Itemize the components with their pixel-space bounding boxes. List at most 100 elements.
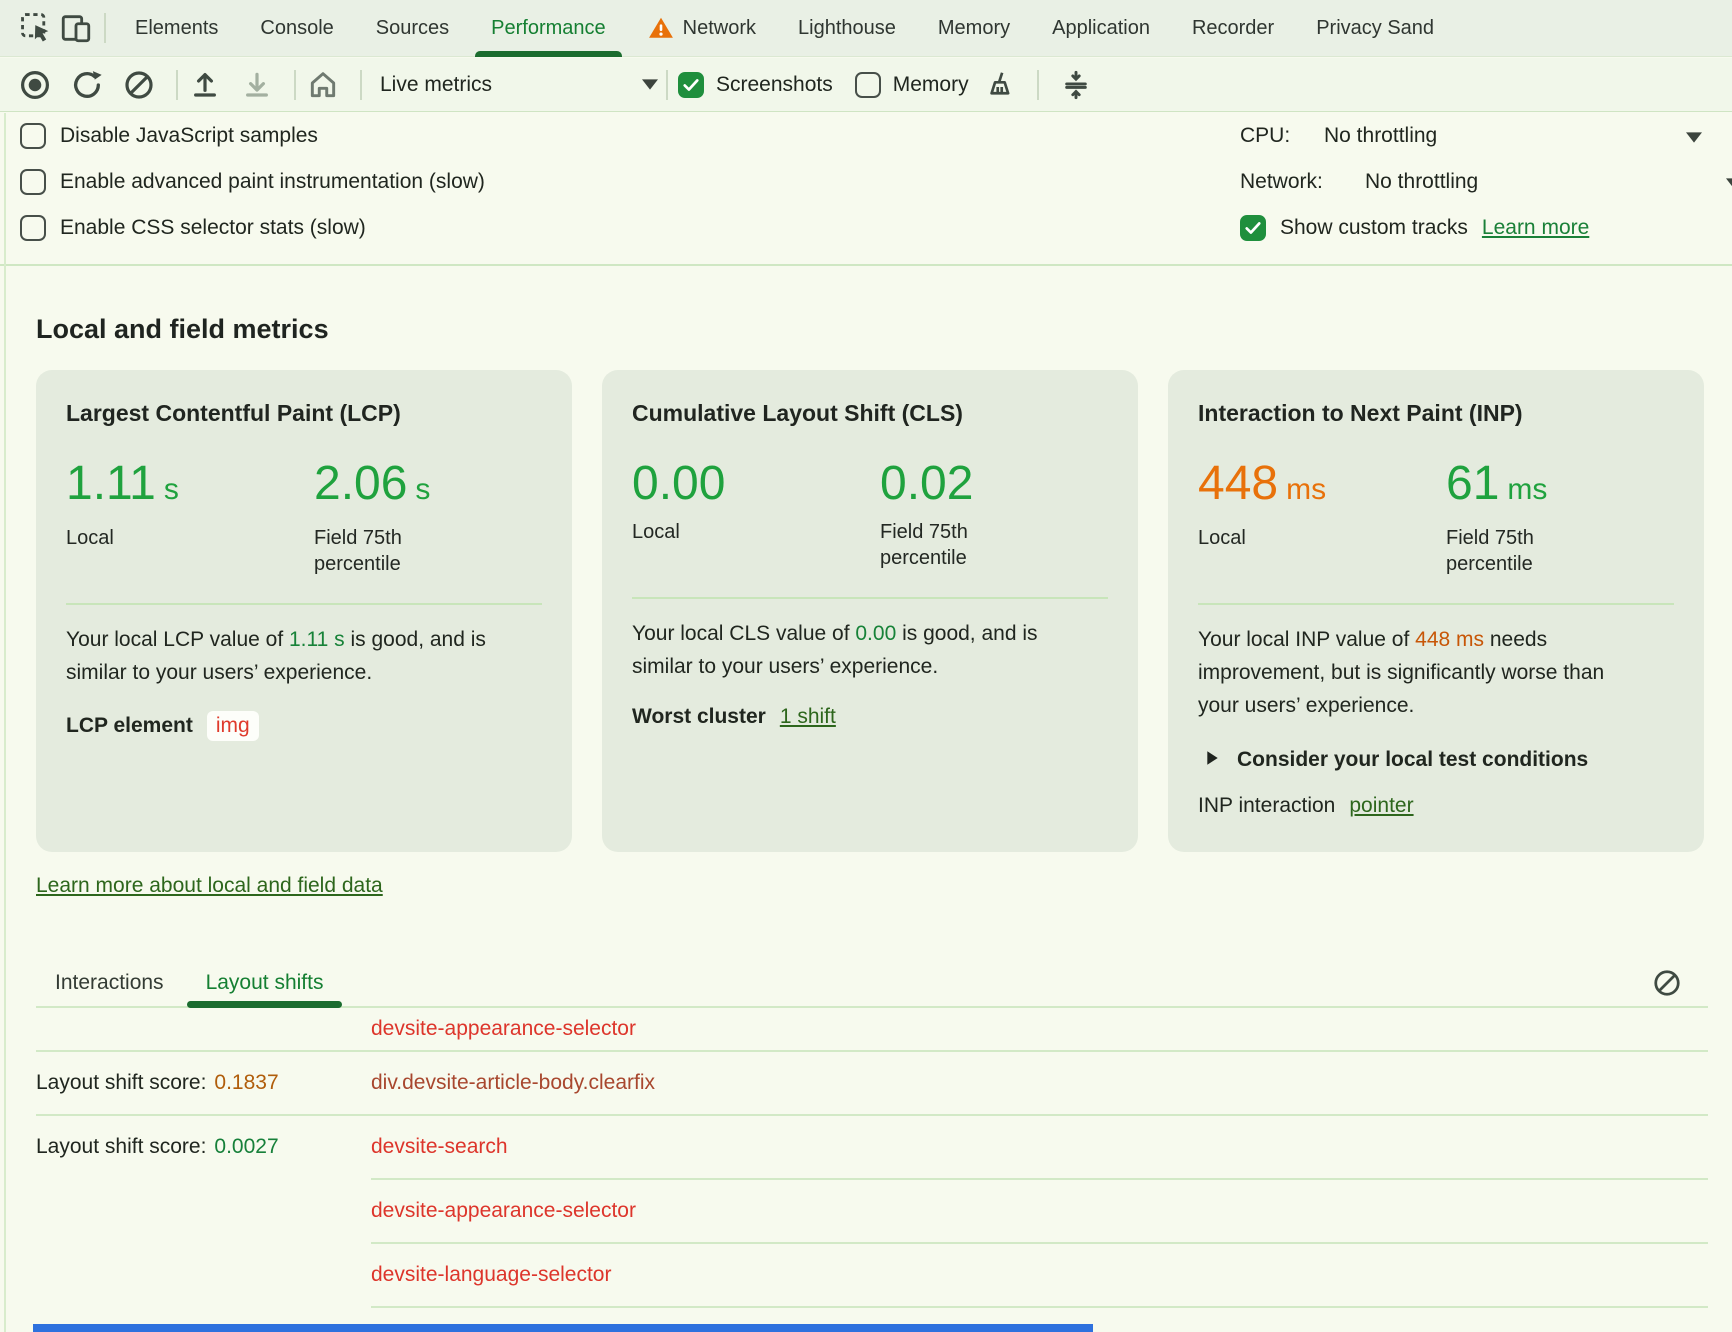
cls-card-title: Cumulative Layout Shift (CLS)	[632, 400, 963, 426]
capture-settings-left: Disable JavaScript samples Enable advanc…	[20, 113, 485, 251]
layout-shift-row[interactable]: devsite-appearance-selector	[36, 1008, 1708, 1050]
unit: ms	[1507, 473, 1548, 506]
memory-checkbox[interactable]	[854, 71, 881, 98]
css-selector-stats-checkbox[interactable]	[20, 215, 46, 241]
shifted-element-link[interactable]: devsite-search	[371, 1135, 508, 1158]
layout-shift-row[interactable]: Layout shift score: 0.1837 div.devsite-ar…	[36, 1052, 1708, 1114]
reload-record-icon[interactable]	[70, 68, 104, 102]
tab-console[interactable]: Console	[239, 0, 354, 57]
value: 0.02	[880, 457, 974, 510]
device-toolbar-icon[interactable]	[56, 8, 96, 48]
collect-garbage-icon[interactable]	[983, 68, 1017, 102]
local-test-conditions-expander[interactable]: Consider your local test conditions	[1198, 748, 1674, 772]
inp-field-column: 61 ms Field 75th percentile	[1446, 457, 1666, 577]
inp-local-column: 448 ms Local	[1198, 457, 1446, 577]
tab-layout-shifts[interactable]: Layout shifts	[186, 960, 343, 1008]
inp-card-title: Interaction to Next Paint (INP)	[1198, 400, 1523, 426]
network-throttling-select[interactable]: No throttling	[1365, 170, 1479, 193]
tab-recorder[interactable]: Recorder	[1171, 0, 1295, 57]
row-divider	[371, 1242, 1708, 1244]
lcp-local-value: 1.11 s	[66, 457, 314, 517]
shifted-element-link[interactable]: div.devsite-article-body.clearfix	[371, 1071, 655, 1094]
cls-local-column: 0.00 Local	[632, 457, 880, 571]
cls-local-label: Local	[632, 521, 680, 543]
cls-description: Your local CLS value of 0.00 is good, an…	[632, 617, 1094, 683]
collapse-panel-icon[interactable]	[1059, 68, 1093, 102]
text: needs improvement, but is significantly …	[1198, 628, 1605, 717]
tab-memory[interactable]: Memory	[917, 0, 1031, 57]
divider	[294, 69, 296, 100]
cls-card: Cumulative Layout Shift (CLS) 0.00 Local…	[602, 370, 1138, 852]
inspect-element-icon[interactable]	[16, 8, 56, 48]
tab-network[interactable]: Network	[627, 0, 777, 57]
tab-privacy-sandbox[interactable]: Privacy Sand	[1295, 0, 1455, 57]
tab-label: Layout shifts	[205, 971, 324, 994]
layout-shift-row[interactable]: devsite-appearance-selector	[36, 1180, 1708, 1242]
layout-shift-row[interactable]: devsite-language-selector	[36, 1244, 1708, 1306]
local-field-learn-more-link[interactable]: Learn more about local and field data	[36, 874, 383, 897]
score-label: Layout shift score:	[36, 1071, 207, 1094]
row-divider	[36, 1050, 1708, 1052]
clear-log-icon[interactable]	[1652, 968, 1682, 998]
disable-js-samples-checkbox[interactable]	[20, 123, 46, 149]
tab-performance[interactable]: Performance	[470, 0, 627, 57]
unit: s	[163, 473, 179, 506]
clear-icon[interactable]	[122, 68, 156, 102]
tab-elements[interactable]: Elements	[114, 0, 239, 57]
tab-label: Network	[682, 16, 756, 39]
shifted-element-link[interactable]: devsite-appearance-selector	[371, 1199, 636, 1222]
network-throttling-row: Network: No throttling	[1240, 159, 1732, 205]
cls-inline-value: 0.00	[855, 622, 897, 645]
score-value: 0.0027	[214, 1135, 279, 1158]
import-profile-icon[interactable]	[188, 68, 222, 102]
worst-cluster-link[interactable]: 1 shift	[779, 705, 836, 728]
shifted-element-link[interactable]: devsite-appearance-selector	[371, 1017, 636, 1040]
divider	[666, 69, 668, 100]
home-icon[interactable]	[306, 68, 340, 102]
performance-toolbar: Live metrics Screenshots Memory	[0, 58, 1732, 112]
layout-shift-row[interactable]: Layout shift score: 0.0027 devsite-search	[36, 1116, 1708, 1178]
screenshots-checkbox-row[interactable]: Screenshots	[678, 71, 833, 98]
shifted-element-link[interactable]: devsite-language-selector	[371, 1263, 612, 1286]
history-select-value: Live metrics	[380, 72, 493, 96]
row-divider	[371, 1306, 1708, 1308]
advanced-paint-checkbox[interactable]	[20, 169, 46, 195]
lcp-element-chip[interactable]: img	[206, 711, 259, 741]
devtools-tabbar: Elements Console Sources Performance Net…	[0, 0, 1732, 57]
inp-interaction-link[interactable]: pointer	[1349, 794, 1414, 817]
custom-tracks-checkbox[interactable]	[1240, 215, 1266, 241]
memory-checkbox-row[interactable]: Memory	[854, 71, 969, 98]
lcp-local-label: Local	[66, 527, 114, 549]
save-profile-icon	[240, 68, 274, 102]
screenshots-checkbox[interactable]	[678, 71, 704, 98]
value: 2.06	[314, 457, 408, 510]
cls-field-column: 0.02 Field 75th percentile	[880, 457, 1100, 571]
custom-tracks-row: Show custom tracks Learn more	[1240, 205, 1732, 251]
inp-card: Interaction to Next Paint (INP) 448 ms Lo…	[1168, 370, 1704, 852]
tab-application[interactable]: Application	[1031, 0, 1171, 57]
text: is good, and is similar to your users’ e…	[66, 628, 486, 684]
text: Your local CLS value of	[632, 622, 856, 645]
tab-interactions[interactable]: Interactions	[36, 960, 183, 1006]
advanced-paint-row[interactable]: Enable advanced paint instrumentation (s…	[20, 159, 485, 205]
tab-sources[interactable]: Sources	[355, 0, 470, 57]
tab-lighthouse[interactable]: Lighthouse	[777, 0, 917, 57]
tab-label: Elements	[135, 16, 219, 39]
disable-js-samples-row[interactable]: Disable JavaScript samples	[20, 113, 485, 159]
tab-label: Application	[1052, 16, 1150, 39]
expand-triangle-icon	[1206, 748, 1219, 772]
record-icon[interactable]	[18, 68, 52, 102]
checkbox-label: Disable JavaScript samples	[60, 124, 318, 147]
tab-label: Privacy Sand	[1316, 16, 1435, 39]
inp-field-value: 61 ms	[1446, 457, 1666, 517]
active-tab-indicator	[475, 50, 622, 57]
css-selector-stats-row[interactable]: Enable CSS selector stats (slow)	[20, 205, 485, 251]
network-label: Network:	[1240, 170, 1323, 193]
cpu-throttling-select[interactable]: No throttling	[1324, 124, 1438, 147]
screenshots-label: Screenshots	[716, 72, 833, 96]
selected-row-highlight	[33, 1324, 1093, 1332]
tab-label: Lighthouse	[798, 16, 896, 39]
divider	[1036, 69, 1039, 100]
history-select[interactable]: Live metrics	[380, 73, 658, 97]
custom-tracks-learn-more-link[interactable]: Learn more	[1481, 216, 1590, 239]
